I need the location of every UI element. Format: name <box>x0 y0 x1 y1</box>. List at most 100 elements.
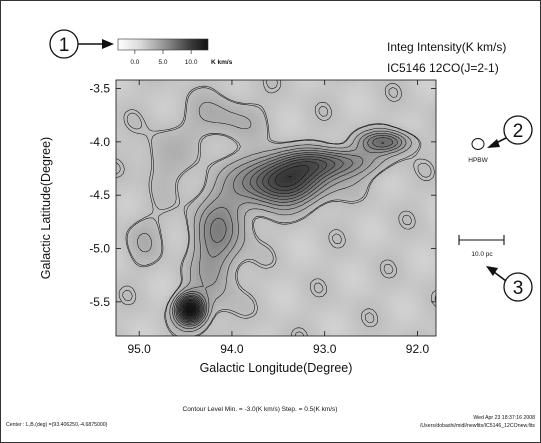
heatmap-cell <box>412 249 417 254</box>
heatmap-cell <box>352 173 357 177</box>
heatmap-cell <box>352 113 357 117</box>
heatmap-cell <box>282 159 287 164</box>
heatmap-cell <box>122 93 127 98</box>
heatmap-cell <box>252 93 257 98</box>
heatmap-cell <box>189 136 194 141</box>
heatmap-cell <box>399 86 404 91</box>
heatmap-cell <box>432 179 436 184</box>
heatmap-cell <box>216 139 220 144</box>
heatmap-cell <box>432 143 436 147</box>
heatmap-cell <box>219 239 224 244</box>
heatmap-cell <box>309 206 314 211</box>
heatmap-cell <box>222 113 227 117</box>
heatmap-cell <box>266 226 270 231</box>
heatmap-cell <box>352 83 357 88</box>
heatmap-cell <box>236 116 240 121</box>
heatmap-cell <box>266 109 270 114</box>
heatmap-cell <box>219 80 224 84</box>
heatmap-cell <box>329 146 334 151</box>
heatmap-cell <box>339 123 344 127</box>
heatmap-cell <box>352 176 357 181</box>
heatmap-cell <box>249 242 254 247</box>
heatmap-cell <box>329 242 334 247</box>
heatmap-cell <box>269 103 274 107</box>
heatmap-cell <box>386 119 390 124</box>
heatmap-cell <box>312 173 317 177</box>
heatmap-cell <box>239 169 244 174</box>
heatmap-cell <box>352 236 357 240</box>
heatmap-cell <box>149 186 154 191</box>
heatmap-cell <box>336 129 340 134</box>
heatmap-cell <box>132 143 137 147</box>
heatmap-cell <box>262 236 267 240</box>
heatmap-cell <box>219 89 224 94</box>
heatmap-cell <box>202 249 207 254</box>
heatmap-cell <box>256 219 260 224</box>
heatmap-cell <box>152 176 157 181</box>
heatmap-cell <box>376 246 380 250</box>
heatmap-cell <box>362 216 367 221</box>
heatmap-cell <box>402 113 407 117</box>
heatmap-cell <box>279 93 284 98</box>
heatmap-cell <box>119 219 124 224</box>
heatmap-cell <box>272 99 277 104</box>
heatmap-cell <box>139 249 144 254</box>
heatmap-cell <box>199 209 204 214</box>
heatmap-cell <box>282 189 287 194</box>
heatmap-cell <box>212 153 217 157</box>
heatmap-cell <box>332 106 337 111</box>
heatmap-cell <box>156 249 160 254</box>
heatmap-cell <box>249 203 254 207</box>
heatmap-cell <box>126 136 130 141</box>
heatmap-cell <box>262 246 267 250</box>
heatmap-cell <box>366 93 370 98</box>
heatmap-cell <box>122 129 127 134</box>
heatmap-cell <box>199 116 204 121</box>
heatmap-cell <box>392 209 397 214</box>
heatmap-cell <box>219 186 224 191</box>
heatmap-cell <box>296 126 300 131</box>
heatmap-cell <box>382 236 387 240</box>
heatmap-cell <box>342 232 347 237</box>
heatmap-cell <box>139 239 144 244</box>
heatmap-cell <box>229 109 234 114</box>
heatmap-cell <box>169 232 174 237</box>
heatmap-cell <box>139 216 144 221</box>
heatmap-cell <box>216 156 220 161</box>
heatmap-cell <box>392 99 397 104</box>
heatmap-cell <box>372 89 377 94</box>
heatmap-cell <box>392 146 397 151</box>
heatmap-cell <box>256 246 260 250</box>
heatmap-cell <box>242 113 247 117</box>
heatmap-cell <box>382 93 387 98</box>
heatmap-cell <box>402 93 407 98</box>
heatmap-cell <box>392 163 397 167</box>
heatmap-cell <box>346 89 350 94</box>
heatmap-cell <box>296 242 300 247</box>
heatmap-cell <box>122 156 127 161</box>
heatmap-cell <box>236 209 240 214</box>
heatmap-cell <box>332 183 337 187</box>
heatmap-cell <box>316 179 320 184</box>
heatmap-cell <box>279 133 284 137</box>
heatmap-cell <box>129 219 134 224</box>
heatmap-cell <box>256 232 260 237</box>
heatmap-cell <box>182 80 187 84</box>
heatmap-cell <box>309 116 314 121</box>
heatmap-cell <box>406 226 410 231</box>
heatmap-cell <box>216 222 220 227</box>
heatmap-cell <box>232 219 237 224</box>
heatmap-cell <box>372 186 377 191</box>
heatmap-cell <box>416 242 420 247</box>
heatmap-cell <box>396 219 400 224</box>
heatmap-cell <box>342 106 347 111</box>
heatmap-cell <box>232 246 237 250</box>
heatmap-cell <box>206 199 210 204</box>
heatmap-cell <box>419 176 424 181</box>
heatmap-cell <box>312 103 317 107</box>
heatmap-cell <box>416 239 420 244</box>
heatmap-cell <box>136 236 140 240</box>
heatmap-cell <box>226 212 230 217</box>
heatmap-cell <box>156 156 160 161</box>
heatmap-cell <box>409 203 414 207</box>
